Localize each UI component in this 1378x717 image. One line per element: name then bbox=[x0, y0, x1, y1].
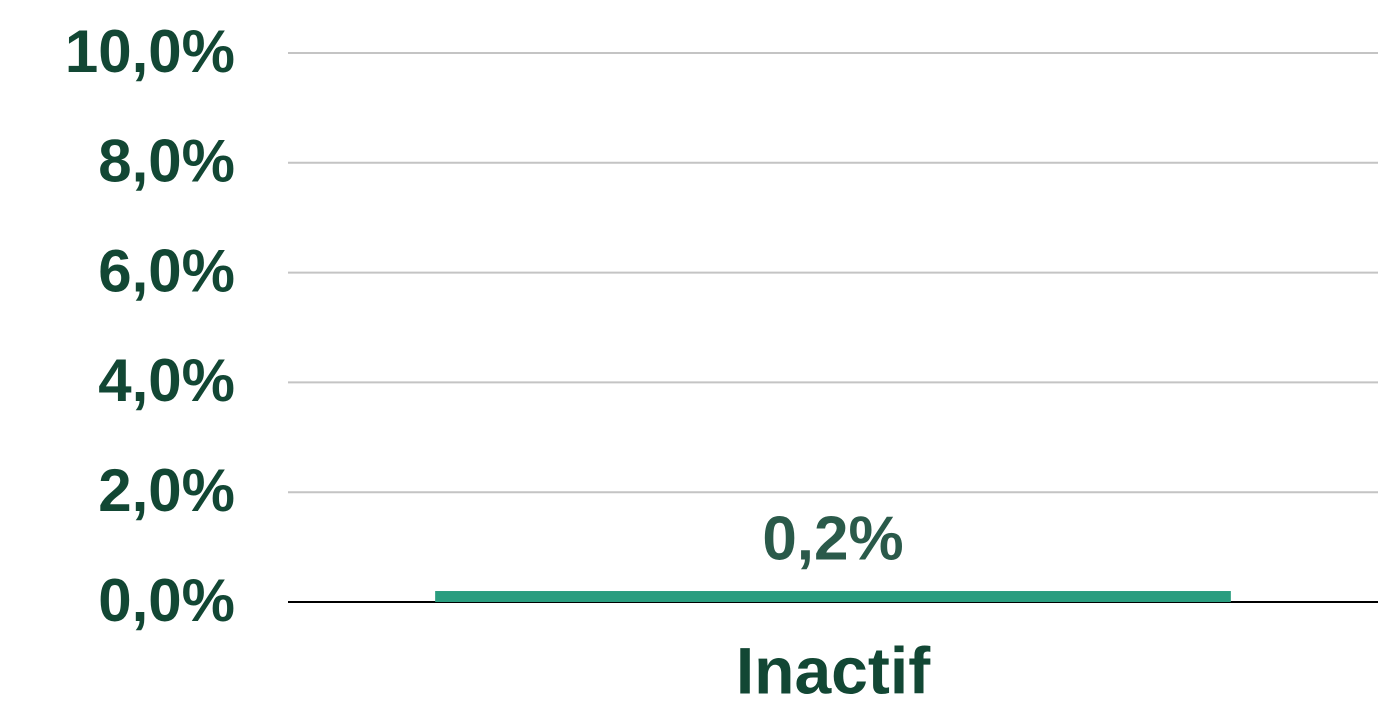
y-tick-label: 4,0% bbox=[98, 347, 235, 414]
bar bbox=[435, 591, 1231, 602]
y-tick-label: 10,0% bbox=[65, 18, 235, 85]
y-tick-label: 6,0% bbox=[98, 237, 235, 304]
value-label: 0,2% bbox=[762, 504, 903, 573]
x-tick-label: Inactif bbox=[736, 633, 931, 707]
y-tick-label: 0,0% bbox=[98, 567, 235, 634]
y-tick-label: 2,0% bbox=[98, 457, 235, 524]
y-tick-label: 8,0% bbox=[98, 128, 235, 195]
